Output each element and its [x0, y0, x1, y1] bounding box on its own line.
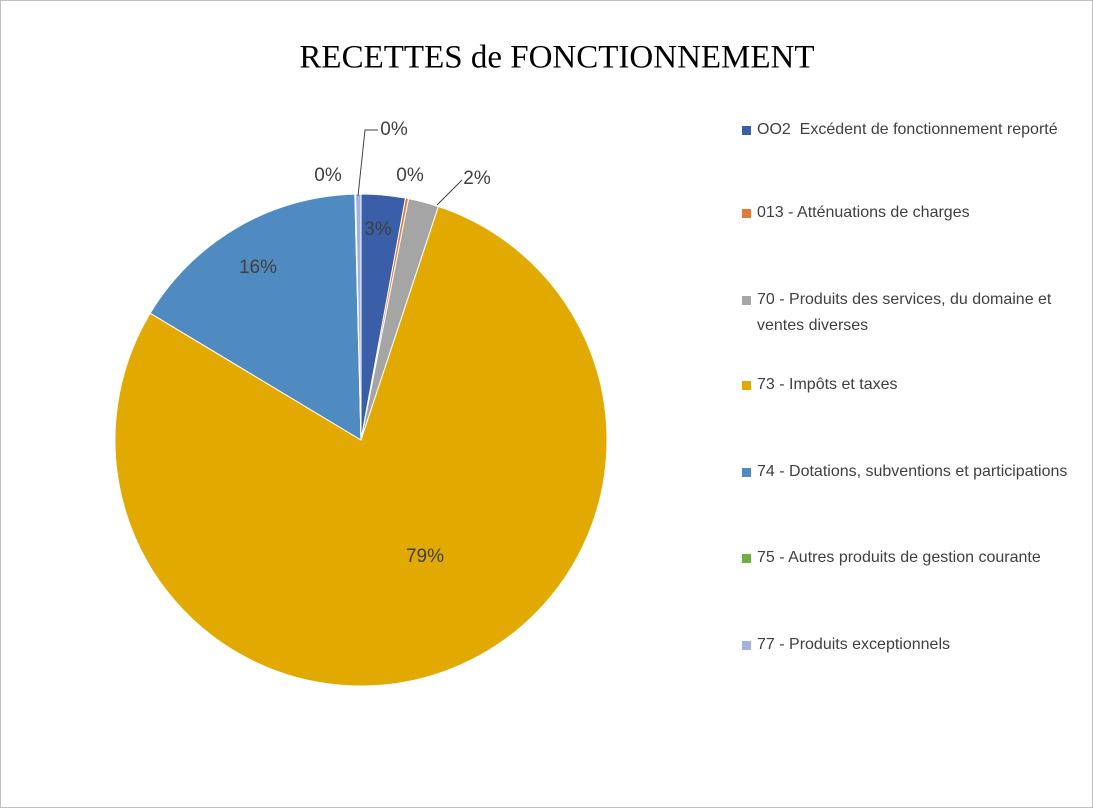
legend-item: 70 - Produits des services, du domaine e…	[742, 287, 1072, 339]
chart-title: RECETTES de FONCTIONNEMENT	[299, 40, 814, 76]
legend-swatch	[742, 296, 751, 305]
data-label: 3%	[364, 219, 392, 240]
leader-line	[436, 179, 463, 206]
pie-slice	[149, 193, 362, 441]
legend-label: 74 - Dotations, subventions et participa…	[757, 463, 1068, 480]
legend-item: 77 - Produits exceptionnels	[742, 632, 1072, 658]
legend-swatch	[742, 641, 751, 650]
legend-swatch	[742, 209, 751, 218]
legend-label: 75 - Autres produits de gestion courante	[757, 549, 1041, 566]
legend-label: 70 - Produits des services, du domaine e…	[757, 291, 1056, 334]
pie-slice	[114, 205, 608, 687]
legend-label: OO2 Excédent de fonctionnement reporté	[757, 121, 1058, 138]
leader-line	[357, 129, 378, 197]
legend-label: 73 - Impôts et taxes	[757, 376, 898, 393]
data-label: 0%	[314, 165, 342, 186]
legend-item: 013 - Atténuations de charges	[742, 200, 1072, 226]
legend-swatch	[742, 554, 751, 563]
data-label: 0%	[380, 119, 408, 140]
legend-label: 77 - Produits exceptionnels	[757, 636, 950, 653]
legend-swatch	[742, 126, 751, 135]
data-label: 16%	[239, 257, 277, 278]
legend-label: 013 - Atténuations de charges	[757, 204, 970, 221]
data-label: 0%	[396, 165, 424, 186]
legend-item: 74 - Dotations, subventions et participa…	[742, 459, 1072, 485]
data-label: 79%	[406, 546, 444, 567]
legend-item: 73 - Impôts et taxes	[742, 372, 1072, 398]
legend-item: OO2 Excédent de fonctionnement reporté	[742, 117, 1072, 143]
legend-swatch	[742, 381, 751, 390]
data-label: 2%	[463, 168, 491, 189]
legend-swatch	[742, 468, 751, 477]
legend-item: 75 - Autres produits de gestion courante	[742, 545, 1072, 571]
